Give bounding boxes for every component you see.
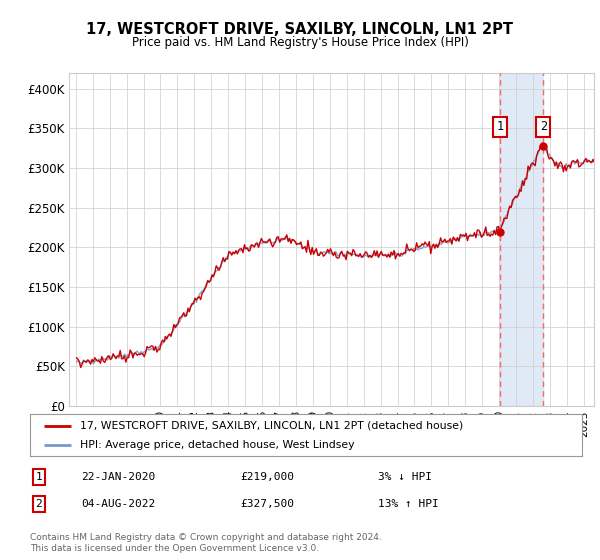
Bar — [500, 73, 543, 406]
Text: £219,000: £219,000 — [240, 472, 294, 482]
Text: 17, WESTCROFT DRIVE, SAXILBY, LINCOLN, LN1 2PT: 17, WESTCROFT DRIVE, SAXILBY, LINCOLN, L… — [86, 22, 514, 38]
Text: 04-AUG-2022: 04-AUG-2022 — [81, 499, 155, 509]
Text: HPI: Average price, detached house, West Lindsey: HPI: Average price, detached house, West… — [80, 440, 354, 450]
Text: 13% ↑ HPI: 13% ↑ HPI — [378, 499, 439, 509]
Text: 1: 1 — [35, 472, 43, 482]
Text: 22-JAN-2020: 22-JAN-2020 — [81, 472, 155, 482]
Text: 2: 2 — [539, 120, 547, 133]
Text: 3% ↓ HPI: 3% ↓ HPI — [378, 472, 432, 482]
Text: £327,500: £327,500 — [240, 499, 294, 509]
Text: Price paid vs. HM Land Registry's House Price Index (HPI): Price paid vs. HM Land Registry's House … — [131, 36, 469, 49]
Text: 17, WESTCROFT DRIVE, SAXILBY, LINCOLN, LN1 2PT (detached house): 17, WESTCROFT DRIVE, SAXILBY, LINCOLN, L… — [80, 421, 463, 431]
Text: Contains HM Land Registry data © Crown copyright and database right 2024.
This d: Contains HM Land Registry data © Crown c… — [30, 533, 382, 553]
Text: 2: 2 — [35, 499, 43, 509]
Text: 1: 1 — [496, 120, 503, 133]
